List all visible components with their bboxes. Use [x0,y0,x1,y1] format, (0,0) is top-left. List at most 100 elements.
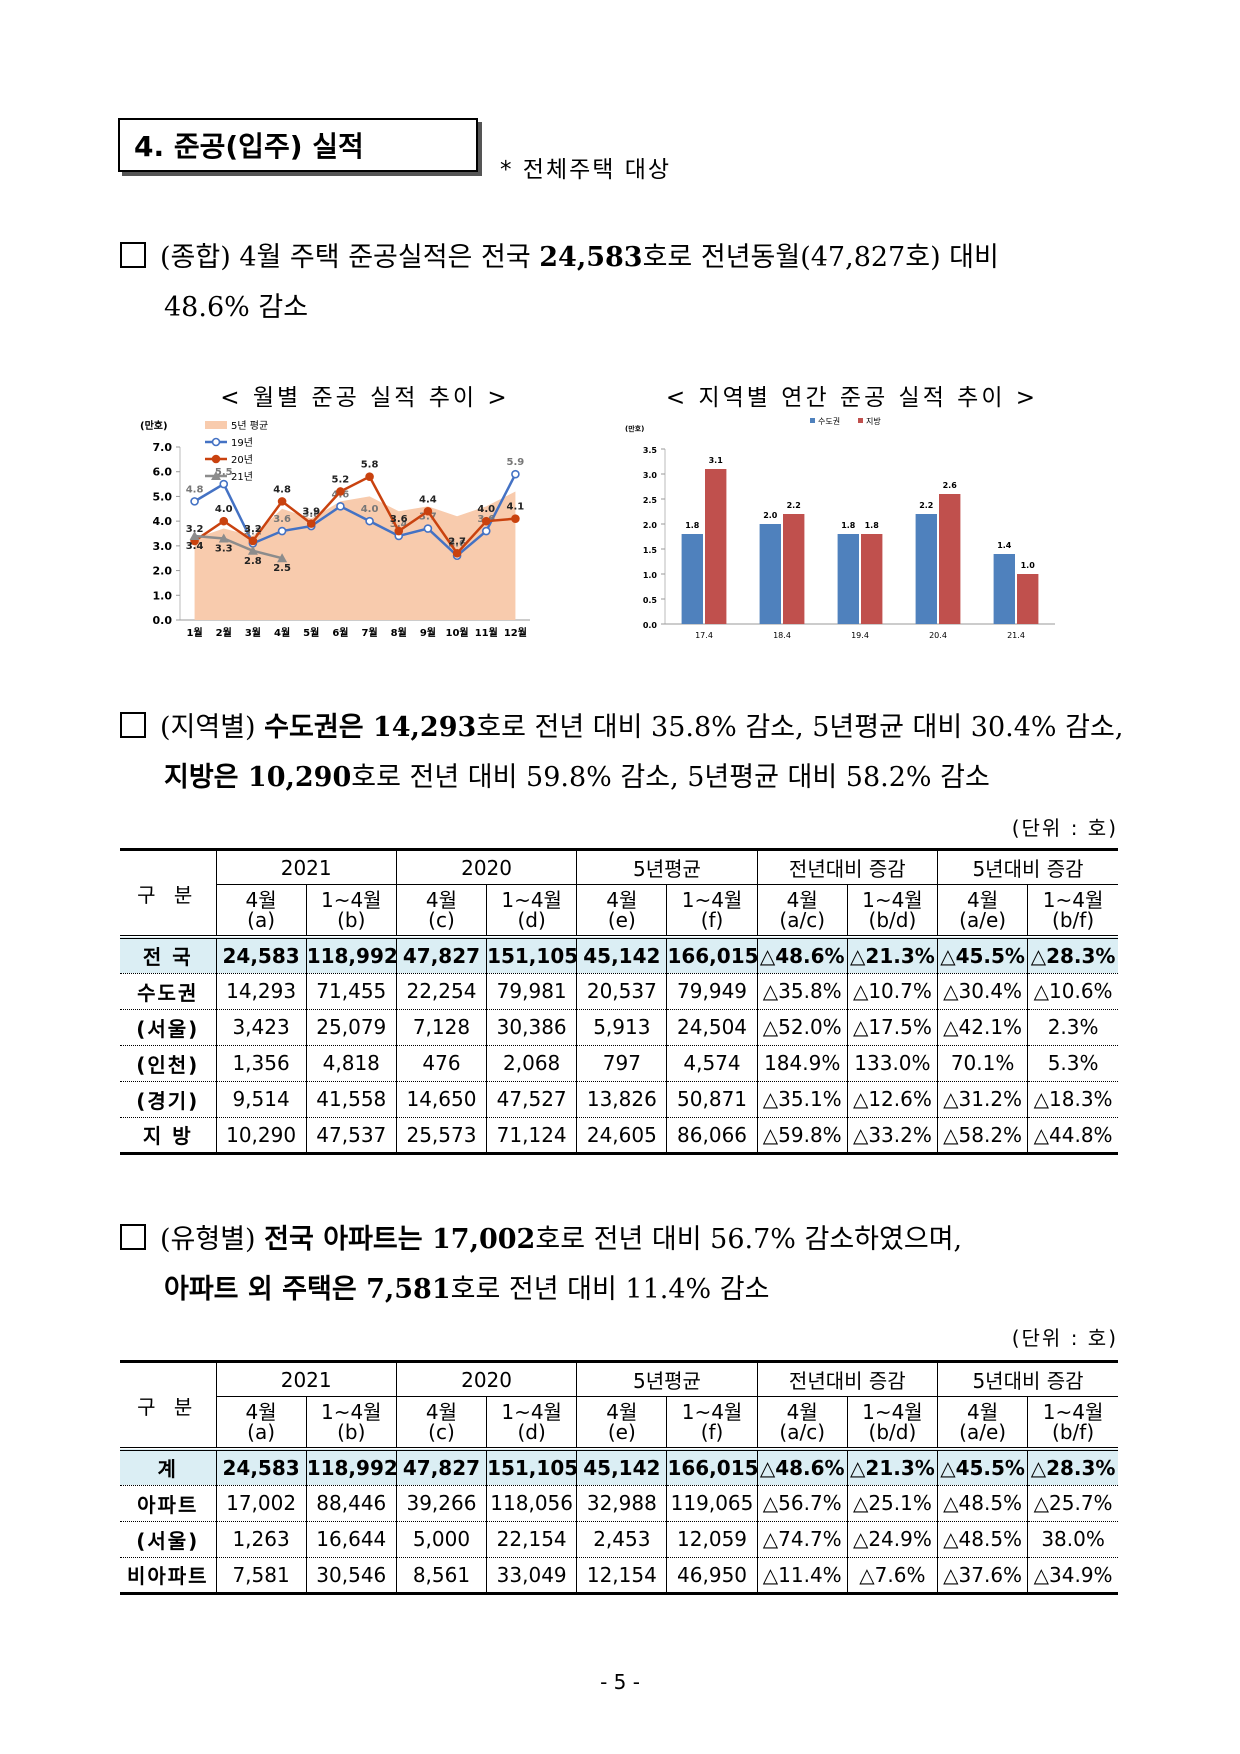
marker [306,519,316,528]
marker [365,472,374,481]
legend-label: 5년 평균 [231,420,268,432]
code: (c) [428,1420,455,1444]
cell: △35.8% [756,973,848,1010]
row-label: 계 [120,1449,217,1486]
cell: 39,266 [395,1485,488,1522]
data-label: 4.8 [186,484,204,495]
cell: 9,514 [215,1081,307,1118]
period: 4월 [606,888,638,912]
data-label: 3.6 [390,514,408,525]
group-header: 2021 [215,848,397,885]
x-tick-label: 12월 [504,627,527,639]
marker [511,469,520,479]
cell: △12.6% [846,1081,939,1118]
checkbox [120,242,146,268]
cell: 71,455 [305,973,397,1010]
data-label: 3.1 [709,456,724,465]
data-label: 4.8 [273,484,291,495]
x-tick-label: 5월 [303,627,319,639]
x-tick-label: 18.4 [773,631,791,640]
code: (b/d) [868,1420,917,1444]
data-row: 아파트 17,002 88,446 39,266 118,056 32,988 119,06… [120,1485,1118,1522]
sub-row: 4월 (a) 1~4월 (b) 4월 (c) 1~4월 (d) 4월 (e) 1~4월 (f) 4월 (a… [120,1396,1118,1451]
area [194,491,516,620]
period: 4월 [967,1400,999,1424]
cell: △37.6% [936,1557,1029,1595]
marker [481,526,491,536]
sub-header: 1~4월 (d) [486,1396,578,1451]
text-run: 지방은 10,290 [164,762,352,793]
cell: 7,581 [215,1557,307,1595]
period: 1~4월 [862,1400,923,1424]
cell: 8,561 [395,1557,488,1595]
chart-title: < 지역별 연간 준공 실적 추이 > [665,385,1039,411]
cell: 1,263 [215,1521,307,1558]
data-label: 4.0 [477,504,495,515]
data-row: (서울) 3,423 25,079 7,128 30,386 5,913 24,504 △52… [120,1009,1118,1046]
cell: △21.3% [846,1449,939,1486]
corner-cell: 구 분 [120,1360,217,1451]
cell: 476 [395,1045,488,1082]
period: 4월 [245,1400,277,1424]
period: 4월 [786,1400,818,1424]
bar [783,514,805,624]
paragraph-line: 지방은 10,290호로 전년 대비 59.8% 감소, 5년평균 대비 58.… [120,753,1120,803]
sub-header: 1~4월 (f) [666,1396,758,1451]
group-row: 구 분 2021 2020 5년평균 전년대비 증감 5년대비 증감 [120,848,1118,939]
bar [759,524,781,624]
group-row: 구 분 2021 2020 5년평균 전년대비 증감 5년대비 증감 [120,1360,1118,1451]
sub-header: 1~4월 (b/d) [846,884,939,939]
code: (a) [247,1420,276,1444]
sub-header: 4월 (a) [216,884,307,939]
period: 4월 [245,888,277,912]
cell: 2.3% [1027,1009,1118,1046]
cell: △10.7% [846,973,939,1010]
cell: 47,537 [305,1117,397,1155]
type-table: 구 분 2021 2020 5년평균 전년대비 증감 5년대비 증감 4월 (a) 1~4월 (b… [120,1360,1118,1595]
x-tick-label: 3월 [245,627,261,639]
cell: 5.3% [1027,1045,1118,1082]
group-header: 2020 [395,1360,578,1397]
data-label: 3.3 [215,543,233,554]
sub-header: 4월 (e) [576,1396,668,1451]
cell: 16,644 [305,1521,397,1558]
cell: 71,124 [486,1117,578,1155]
marker [336,487,345,496]
cell: 45,142 [576,1449,668,1486]
cell: 45,142 [576,937,668,974]
data-label: 1.4 [997,541,1012,550]
data-label: 1.8 [865,521,880,530]
cell: △31.2% [936,1081,1029,1118]
axis-unit: (만호) [140,419,168,432]
cell: 25,079 [305,1009,397,1046]
data-label: 4.1 [507,502,525,513]
cell: △52.0% [756,1009,848,1046]
cell: △74.7% [756,1521,848,1558]
cell: △18.3% [1027,1081,1118,1118]
data-label: 1.0 [1021,561,1036,570]
cell: 86,066 [666,1117,758,1155]
period: 4월 [606,1400,638,1424]
type-paragraph: (유형별) 전국 아파트는 17,002호로 전년 대비 56.7% 감소하였으… [120,1215,1120,1315]
cell: △45.5% [936,937,1029,974]
cell: 30,386 [486,1009,578,1046]
marker [219,516,229,526]
monthly-chart: (만호) 0.0 1.0 2.0 3.0 4.0 5.0 6.0 7.0 1월 2월 3월 4월 5월 6월… [140,419,530,639]
cell: 4,818 [305,1045,397,1082]
data-label: 4.0 [215,504,233,515]
cell: 2,068 [486,1045,578,1082]
y-tick-label: 1.0 [643,571,658,580]
paragraph-line: (종합) 4월 주택 준공실적은 전국 24,583호로 전년동월(47,827… [120,233,1120,283]
legend-label: 지방 [866,416,881,426]
text-run: (지역별) [160,712,265,743]
data-label: 3.7 [419,512,437,523]
cell: 25,573 [395,1117,488,1155]
data-label: 5.5 [215,467,233,478]
x-tick-label: 11월 [475,627,498,639]
data-label: 3.1 [244,526,262,537]
cell: △28.3% [1027,1449,1118,1486]
cell: 47,527 [486,1081,578,1118]
sub-header: 1~4월 (b/f) [1027,884,1118,939]
y-tick-label: 0.0 [643,621,658,630]
code: (f) [700,1420,724,1444]
